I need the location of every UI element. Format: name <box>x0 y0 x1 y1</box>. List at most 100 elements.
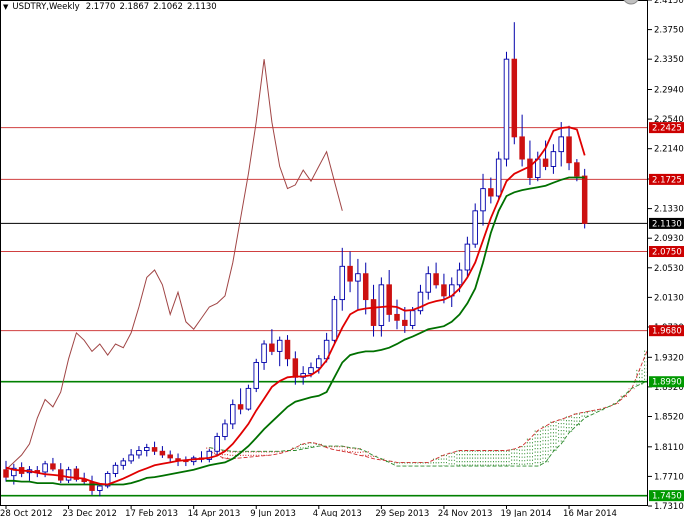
x-tick-label: 23 Dec 2012 <box>63 509 117 517</box>
candle-body <box>566 136 572 164</box>
high-value: 2.1867 <box>119 2 150 12</box>
candle-body <box>464 243 471 271</box>
candle-body <box>42 463 48 473</box>
price-label-box <box>649 490 684 502</box>
candle-body <box>386 284 392 315</box>
price-label-box <box>649 246 684 258</box>
x-tick-label: 16 Mar 2014 <box>563 509 617 517</box>
candle-body <box>472 210 478 245</box>
y-tick-label: 2.0130 <box>654 293 684 303</box>
circle-icon <box>623 0 639 5</box>
candle-body <box>97 485 103 491</box>
candle-body <box>253 362 259 389</box>
y-tick-label: 1.9320 <box>654 353 684 363</box>
price-label: 1.9680 <box>652 327 682 337</box>
candle-body <box>206 450 213 460</box>
candle-body <box>550 151 557 167</box>
candle-body <box>89 481 95 491</box>
candle-body <box>214 436 220 452</box>
candle-body <box>495 158 502 197</box>
candle-body <box>151 447 158 452</box>
x-tick-label: 28 Oct 2012 <box>0 509 53 517</box>
candle-body <box>120 460 127 466</box>
y-tick-label: 2.0530 <box>654 264 684 274</box>
x-tick-label: 24 Nov 2013 <box>438 509 492 517</box>
candle-body <box>581 175 588 224</box>
candle-body <box>222 423 228 437</box>
plot-area <box>1 22 647 497</box>
price-label: 2.1725 <box>652 175 682 185</box>
y-tick-label: 2.0930 <box>654 234 684 244</box>
candle-body <box>316 358 322 369</box>
open-value: 2.1770 <box>85 2 116 12</box>
y-tick-label: 1.8110 <box>654 443 684 453</box>
y-tick-label: 2.3350 <box>654 55 684 65</box>
candle-body <box>558 136 564 153</box>
candle-body <box>159 450 166 456</box>
low-value: 2.1062 <box>153 2 183 12</box>
y-tick-label: 1.8920 <box>654 383 684 393</box>
candle-body <box>535 158 541 178</box>
close-value: 2.1130 <box>186 2 217 12</box>
candle-body <box>136 450 142 456</box>
y-tick-label: 1.7710 <box>654 472 684 482</box>
candle-body <box>167 454 173 459</box>
price-label: 2.0750 <box>652 248 682 258</box>
candle-body <box>292 358 299 378</box>
x-tick-label: 17 Feb 2013 <box>125 509 178 517</box>
price-label: 1.8990 <box>652 378 682 388</box>
triangle-down-icon[interactable]: ▼ <box>3 3 9 11</box>
y-tick-label: 2.1330 <box>654 205 684 215</box>
candle-body <box>355 273 361 282</box>
candle-body <box>331 299 338 341</box>
candle-body <box>362 273 369 301</box>
candle-body <box>511 58 518 138</box>
price-label: 2.2425 <box>652 124 682 134</box>
candle-body <box>230 404 236 425</box>
price-label-box <box>649 173 684 185</box>
candle-body <box>284 339 291 360</box>
candle-body <box>378 284 385 326</box>
candle-body <box>73 468 80 480</box>
y-tick-label: 2.4150 <box>654 0 684 6</box>
y-tick-label: 2.2140 <box>654 145 684 155</box>
x-tick-label: 9 Jun 2013 <box>250 509 296 517</box>
candle-body <box>503 58 510 160</box>
candle-body <box>276 339 283 352</box>
candle-body <box>574 162 580 177</box>
y-tick-label: 1.7310 <box>654 502 684 512</box>
candle-body <box>441 284 447 297</box>
candle-body <box>237 404 244 410</box>
candle-body <box>339 265 346 301</box>
x-tick-label: 4 Aug 2013 <box>313 509 362 517</box>
chart-header: ▼ USDTRY,Weekly 2.1770 2.1867 2.1062 2.1130 <box>0 0 221 14</box>
candle-body <box>527 158 533 178</box>
candle-body <box>144 447 150 451</box>
candle-body <box>261 343 267 363</box>
candle-body <box>370 299 377 326</box>
y-tick-label: 2.2940 <box>654 86 684 96</box>
candle-body <box>347 265 353 282</box>
x-tick-label: 14 Apr 2013 <box>188 509 241 517</box>
candle-body <box>394 313 400 321</box>
price-label-box <box>649 217 684 229</box>
price-label: 2.1130 <box>652 219 682 229</box>
plot-frame <box>0 0 648 506</box>
senkou-span-b-line <box>209 380 647 467</box>
candle-body <box>3 469 9 478</box>
candle-body <box>104 473 111 487</box>
candle-body <box>488 188 494 197</box>
candle-body <box>112 464 119 474</box>
chikou-span-line <box>5 59 343 471</box>
tenkan-sen-line <box>5 126 586 486</box>
senkou-span-a-line <box>209 350 647 463</box>
y-tick-label: 2.3750 <box>654 26 684 36</box>
candle-body <box>417 291 424 312</box>
candle-body <box>65 469 72 481</box>
price-label-box <box>649 376 684 388</box>
y-tick-label: 1.8520 <box>654 412 684 422</box>
x-tick-label: 19 Jan 2014 <box>500 509 551 517</box>
candle-body <box>542 158 549 167</box>
price-label-box <box>649 325 684 337</box>
